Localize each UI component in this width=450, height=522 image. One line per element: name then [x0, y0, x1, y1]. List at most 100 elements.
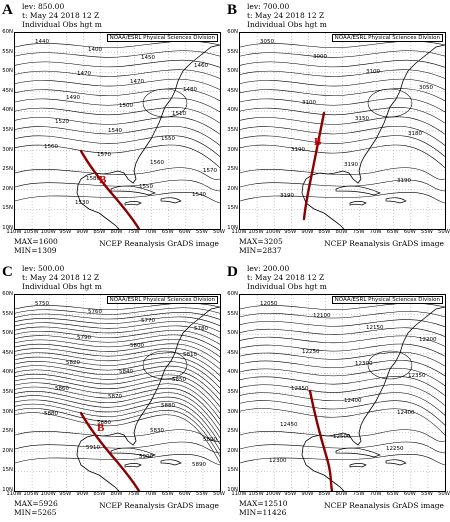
lat-tick-label: 20N: [227, 185, 238, 192]
lat-tick-label: 45N: [2, 87, 13, 94]
storm-marker: B: [99, 174, 107, 186]
lon-tick-label: 50W: [438, 229, 450, 235]
panel-time-text: t: May 24 2018 12 Z: [247, 273, 325, 282]
credit-box: NOAA/ESRL Physical Sciences Division: [106, 296, 218, 304]
max-value: MAX=5926: [14, 499, 58, 508]
panel-lev-text: lev: 850.00: [22, 2, 65, 11]
lat-tick-label: 35N: [2, 389, 13, 395]
contour-value-label: 3100: [366, 69, 380, 75]
lon-tick-label: 65W: [161, 229, 174, 235]
panel-lev-text: lev: 200.00: [247, 264, 290, 273]
contour-value-label: 3190: [291, 147, 305, 153]
caribbean-islands: [110, 185, 182, 206]
panel-label: C: [2, 264, 13, 280]
contour-value-label: 3050: [260, 39, 274, 45]
lat-tick-label: 40N: [227, 369, 238, 376]
lat-tick-label: 10N: [227, 225, 238, 231]
lat-tick-label: 50N: [2, 330, 13, 337]
longitude-axis: 110W 105W 100W 95W 90W 85W 80W 75W 70W 65W 60W 55W 5…: [231, 491, 450, 499]
lat-tick-label: 60N: [2, 291, 13, 297]
lat-tick-label: 40N: [2, 369, 13, 376]
lat-tick-label: 55N: [227, 310, 238, 317]
source-footer: NCEP Reanalysis GrADS image: [324, 501, 444, 510]
contour-value-label: 5780: [194, 326, 208, 332]
contour-value-label: 5900: [139, 454, 153, 460]
credit-box: NOAA/ESRL Physical Sciences Division: [331, 34, 443, 42]
lon-tick-label: 55W: [195, 491, 208, 497]
lat-tick-label: 30N: [2, 146, 13, 153]
coastline: [301, 44, 445, 229]
min-value: MIN=2837: [239, 245, 282, 255]
caribbean-islands: [110, 447, 182, 468]
contour-value-label: 1530: [75, 200, 89, 206]
lon-tick-label: 80W: [110, 229, 123, 235]
contour-value-label: 12350: [291, 386, 309, 392]
max-min-stats: MAX=5926 MIN=5265: [14, 499, 58, 517]
max-min-stats: MAX=12510 MIN=11426: [239, 499, 288, 517]
contour-value-label: 12400: [344, 398, 362, 404]
contour-value-label: 3190: [344, 162, 358, 168]
panel-var-text: Individual Obs hgt m: [247, 20, 327, 29]
source-footer: NCEP Reanalysis GrADS image: [99, 501, 219, 510]
caribbean-islands: [335, 447, 407, 468]
contour-lines: [15, 302, 220, 466]
lon-tick-label: 80W: [110, 491, 123, 497]
lon-tick-label: 60W: [178, 491, 191, 497]
panel-time-text: t: May 24 2018 12 Z: [22, 11, 100, 20]
contour-value-label: 1560: [150, 160, 164, 166]
panel-var-text: Individual Obs hgt m: [22, 20, 102, 29]
max-value: MAX=12510: [239, 499, 288, 508]
lon-tick-label: 70W: [144, 491, 157, 497]
contour-value-label: 1440: [35, 39, 49, 45]
max-value: MAX=3205: [239, 237, 283, 246]
panel-label: B: [227, 2, 238, 18]
caribbean-islands: [335, 185, 407, 206]
lat-tick-label: 10N: [227, 487, 238, 493]
contour-value-label: 5770: [141, 318, 155, 324]
lon-tick-label: 100W: [265, 229, 281, 235]
contour-value-label: 5880: [44, 411, 58, 417]
coastline: [301, 306, 445, 491]
lon-tick-label: 95W: [284, 229, 297, 235]
contour-value-label: 5870: [108, 394, 122, 400]
contour-value-label: 1570: [97, 152, 111, 158]
lat-tick-label: 25N: [2, 428, 13, 435]
max-min-stats: MAX=3205 MIN=2837: [239, 237, 283, 255]
lon-tick-label: 105W: [23, 491, 39, 497]
contour-value-label: 12350: [408, 373, 426, 379]
lon-tick-label: 105W: [23, 229, 39, 235]
lat-tick-label: 50N: [227, 68, 238, 75]
lon-tick-label: 65W: [386, 491, 399, 497]
lat-tick-label: 15N: [2, 205, 13, 212]
lon-tick-label: 100W: [40, 491, 56, 497]
lon-tick-label: 60W: [403, 229, 416, 235]
panel-label: A: [2, 2, 13, 18]
lat-tick-label: 55N: [2, 48, 13, 55]
storm-marker: B: [97, 422, 105, 434]
lat-tick-label: 15N: [227, 467, 238, 474]
lon-tick-label: 110W: [6, 229, 22, 235]
lon-tick-label: 70W: [369, 491, 382, 497]
min-value: MIN=5265: [14, 507, 57, 517]
lon-tick-label: 50W: [213, 229, 225, 235]
contour-value-label: 5820: [66, 360, 80, 366]
contour-value-label: 12100: [313, 313, 331, 319]
contour-value-label: 1560: [44, 144, 58, 150]
contour-value-label: 5890: [192, 462, 206, 468]
contour-value-label: 1470: [77, 71, 91, 77]
lat-tick-label: 60N: [227, 29, 238, 35]
lat-tick-label: 10N: [2, 225, 13, 231]
panel-time-text: t: May 24 2018 12 Z: [247, 11, 325, 20]
lon-tick-label: 75W: [352, 229, 365, 235]
contour-value-label: 12150: [366, 325, 384, 331]
contour-value-label: 5830: [150, 428, 164, 434]
lat-tick-label: 40N: [227, 107, 238, 114]
latitude-axis: 60N 55N 50N 45N 40N 35N 30N 25N 20N 15N 10N: [225, 29, 239, 231]
contour-value-label: 1550: [139, 184, 153, 190]
lat-tick-label: 50N: [227, 330, 238, 337]
lat-tick-label: 30N: [227, 408, 238, 415]
contour-value-label: 12400: [397, 410, 415, 416]
max-min-stats: MAX=1600 MIN=1309: [14, 237, 58, 255]
lon-tick-label: 55W: [420, 491, 433, 497]
